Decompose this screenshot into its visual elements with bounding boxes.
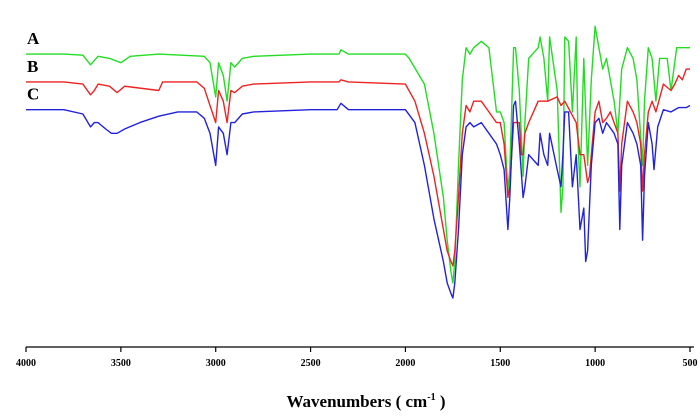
x-tick-label-2500: 2500 — [301, 358, 321, 369]
x-axis-title-unit: cm — [406, 392, 428, 411]
series-labels: ABC — [27, 29, 40, 104]
x-tick-label-1000: 1000 — [585, 358, 605, 369]
x-tick-label-500: 500 — [683, 358, 698, 369]
x-ticks: 4000 3500 3000 2500 2000 1500 1000 500 — [16, 347, 698, 369]
x-axis-title-text: Wavenumbers — [287, 392, 392, 411]
x-axis-title-unit-exponent: -1 — [427, 392, 435, 403]
series-line-b — [26, 68, 690, 267]
series-label-c: C — [27, 85, 39, 104]
series-label-b: B — [27, 57, 38, 76]
x-tick-label-4000: 4000 — [16, 358, 36, 369]
x-tick-label-3000: 3000 — [206, 358, 226, 369]
x-tick-label-3500: 3500 — [111, 358, 131, 369]
x-axis: 4000 3500 3000 2500 2000 1500 1000 500 — [16, 346, 698, 369]
x-tick-label-2000: 2000 — [395, 358, 415, 369]
plot-series — [26, 25, 691, 299]
x-axis-title-open-paren: ( — [391, 392, 405, 411]
series-label-a: A — [27, 29, 40, 48]
x-axis-title-close-paren: ) — [436, 392, 446, 411]
series-line-a — [26, 25, 690, 284]
x-tick-label-1500: 1500 — [490, 358, 510, 369]
series-line-c — [26, 100, 691, 299]
x-axis-title: Wavenumbers ( cm-1 ) — [287, 392, 446, 411]
